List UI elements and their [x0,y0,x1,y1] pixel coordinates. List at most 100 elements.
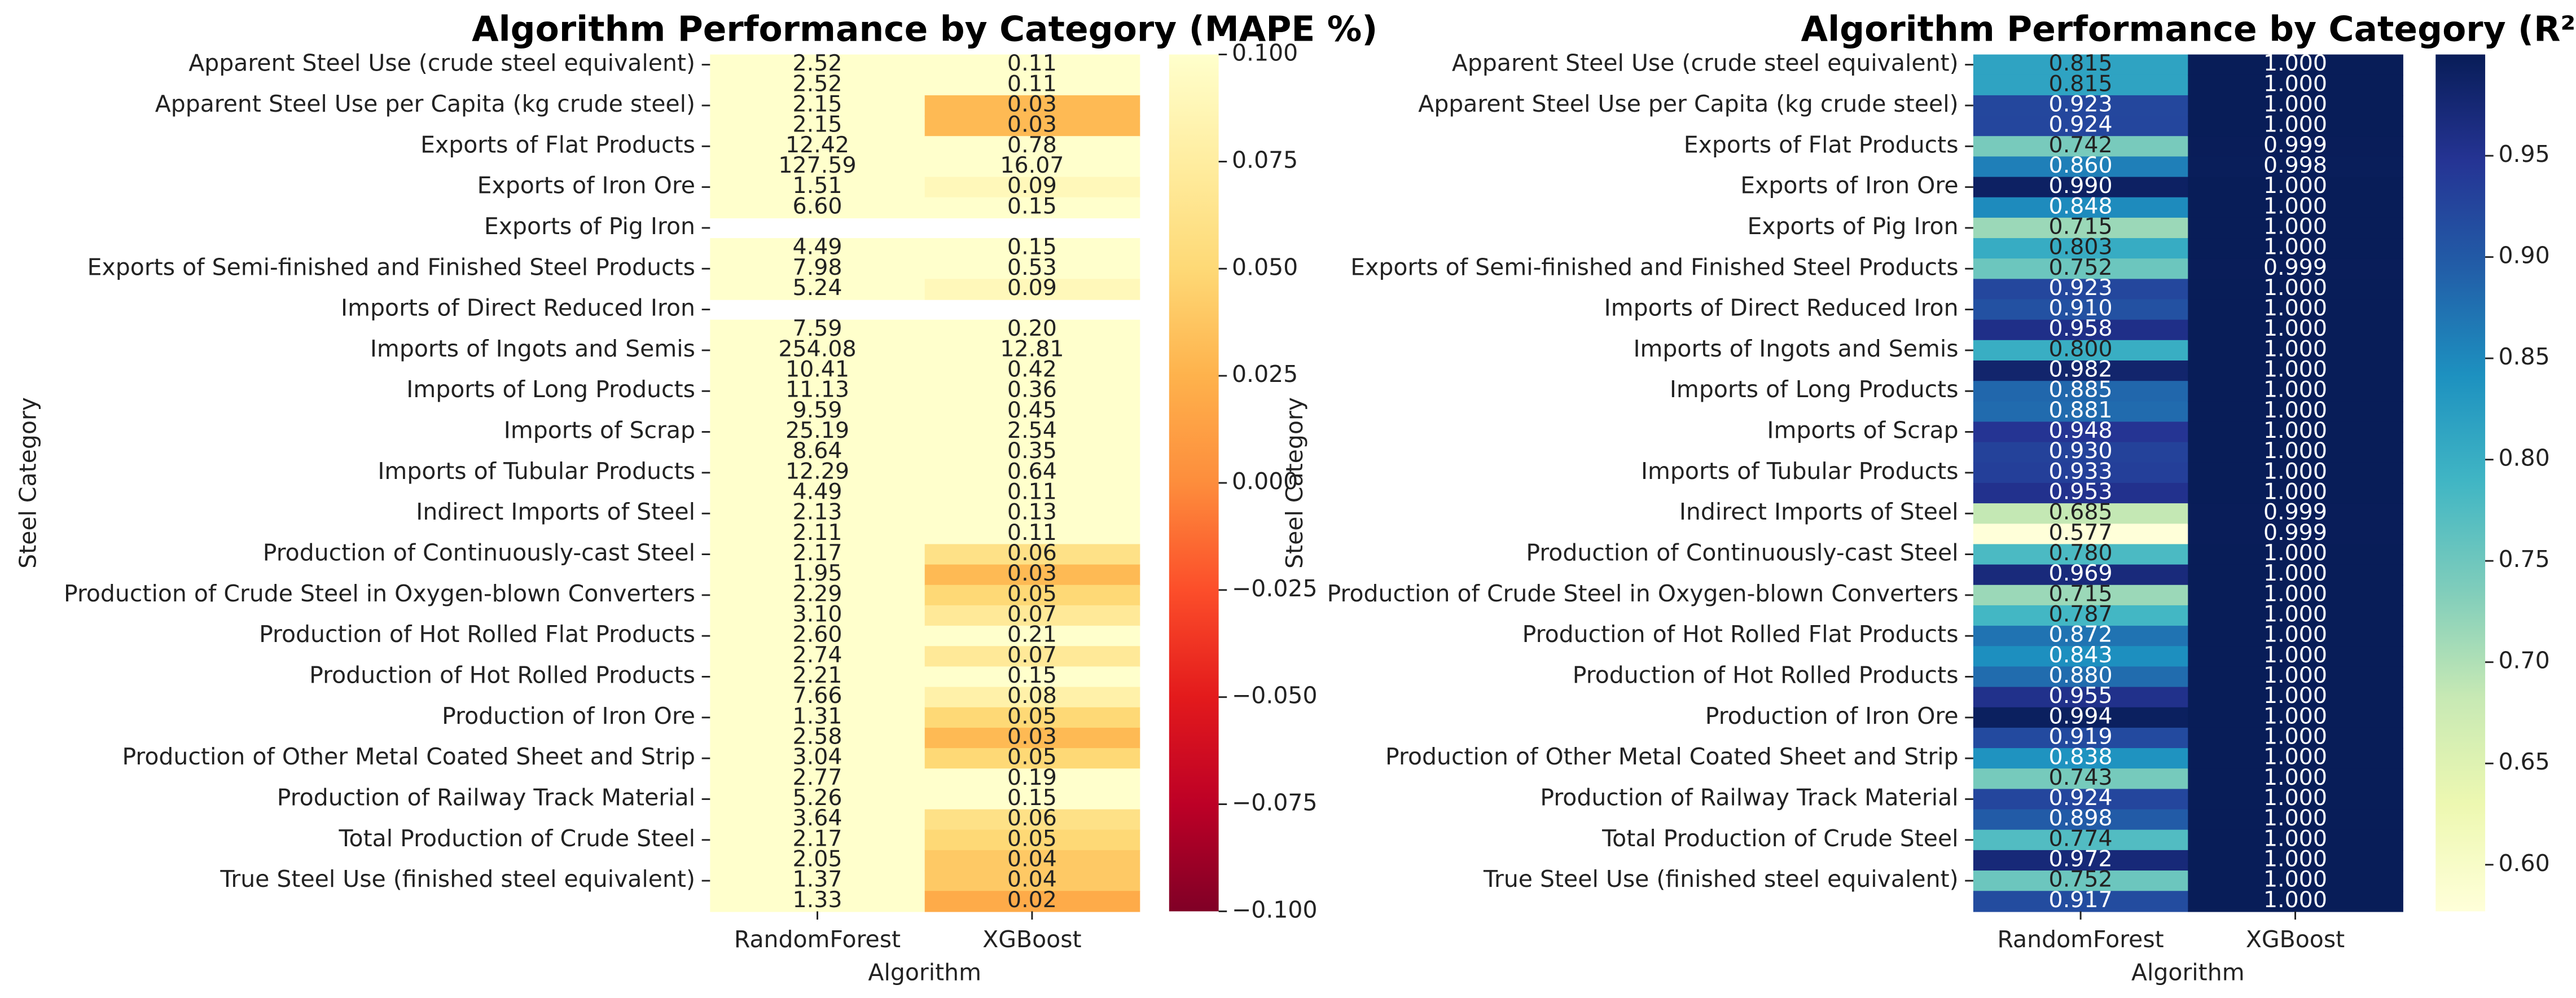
heatmap-cell [924,687,1140,708]
cell-label: 0.11 [1007,520,1057,546]
heatmap-cell [710,666,925,688]
heatmap-cell [2188,156,2403,178]
y-tick-label: Exports of Flat Products [420,131,695,158]
cell-label: 0.42 [1007,357,1057,383]
heatmap-cell [924,850,1140,872]
heatmap-cell [1973,360,2189,382]
heatmap-cell [1973,74,2189,96]
cell-label: 2.77 [793,764,842,790]
heatmap-cell [2188,748,2403,770]
heatmap-cell [924,116,1140,137]
colorbar-tick-label: 0.70 [2498,647,2549,674]
heatmap-cell [710,238,925,260]
heatmap-cell [710,544,925,565]
colorbar-tick-label: 0.90 [2498,242,2549,269]
chart-title: Algorithm Performance by Category (MAPE … [472,10,1377,50]
heatmap-cell [710,462,925,484]
heatmap-cell [1973,177,2189,198]
heatmap-cell [1973,442,2189,463]
cell-label: 1.51 [793,173,842,199]
cell-label: 0.45 [1007,397,1057,423]
heatmap-cell [1973,544,2189,565]
y-tick-label: Apparent Steel Use (crude steel equivale… [1452,50,1959,77]
y-tick-label: Imports of Direct Reduced Iron [341,294,695,322]
cell-label: 0.715 [2049,213,2113,239]
heatmap-cell [2188,319,2403,341]
heatmap-cell [2188,524,2403,545]
cell-label: 12.42 [785,132,849,158]
heatmap-cell [2188,789,2403,810]
heatmap-cell [924,584,1140,606]
cell-label: 0.577 [2049,520,2113,546]
cell-label: 0.930 [2049,438,2113,464]
heatmap-cell [924,891,1140,912]
heatmap-cell [2188,74,2403,96]
heatmap-cell [710,482,925,504]
heatmap-cell [710,197,925,219]
cell-label: 1.000 [2263,397,2327,423]
cell-label: 0.04 [1007,867,1057,893]
cell-label: 2.15 [793,91,842,117]
cell-label: 0.972 [2049,846,2113,872]
cell-label: 0.11 [1007,50,1057,76]
cell-label: 0.780 [2049,540,2113,566]
cell-label: 0.05 [1007,703,1057,729]
cell-label: 1.37 [793,867,842,893]
cell-label: 2.60 [793,622,842,648]
heatmap-cell [710,421,925,443]
cell-label: 2.17 [793,540,842,566]
cell-label: 7.66 [793,683,842,709]
heatmap-cell [924,605,1140,627]
colorbar-tick-label: 0.75 [2498,546,2549,573]
cell-label: 0.800 [2049,336,2113,362]
y-tick-label: Imports of Long Products [1670,376,1959,403]
cell-label: 0.752 [2049,254,2113,280]
cell-label: 0.03 [1007,112,1057,138]
heatmap-cell [710,95,925,117]
heatmap-cell [710,503,925,525]
cell-label: 9.59 [793,397,842,423]
y-tick-label: Indirect Imports of Steel [416,498,695,525]
cell-label: 1.000 [2263,887,2327,913]
cell-label: 1.000 [2263,91,2327,117]
heatmap-cell [1973,421,2189,443]
cell-label: 1.000 [2263,805,2327,831]
heatmap-cell [1973,748,2189,770]
heatmap-cell [710,850,925,872]
cell-label: 0.08 [1007,683,1057,709]
cell-label: 3.64 [793,805,842,831]
heatmap-cell [2188,626,2403,647]
y-tick-label: Production of Continuously-cast Steel [1526,539,1958,566]
cell-label: 0.20 [1007,315,1057,341]
cell-label: 6.60 [793,193,842,219]
heatmap-cell [924,524,1140,545]
heatmap-cell [2188,95,2403,117]
x-tick-label: RandomForest [734,926,901,953]
cell-label: 0.743 [2049,764,2113,790]
cell-label: 0.969 [2049,560,2113,586]
heatmap-cell [710,809,925,830]
y-tick-label: Production of Crude Steel in Oxygen-blow… [1327,580,1959,607]
cell-label: 0.774 [2049,825,2113,851]
colorbar-tick-label: −0.100 [1232,896,1318,923]
cell-label: 0.15 [1007,785,1057,811]
cell-label: 0.03 [1007,723,1057,749]
cell-label: 0.36 [1007,377,1057,403]
heatmap-cell [924,421,1140,443]
y-tick-label: Production of Hot Rolled Flat Products [1522,621,1959,648]
cell-label: 1.000 [2263,723,2327,749]
y-tick-label: Exports of Pig Iron [484,213,695,240]
heatmap-cell [924,462,1140,484]
cell-label: 0.982 [2049,357,2113,383]
heatmap-cell [710,74,925,96]
cell-label: 4.49 [793,234,842,260]
cell-label: 2.11 [793,520,842,546]
heatmap-cell [924,136,1140,157]
colorbar-tick-label: 0.60 [2498,850,2549,877]
heatmap-cell [1973,197,2189,219]
heatmap-cell [2188,605,2403,627]
cell-label: 0.64 [1007,458,1057,484]
colorbar-tick-label: 0.85 [2498,343,2549,370]
cell-label: 0.53 [1007,254,1057,280]
cell-label: 1.000 [2263,438,2327,464]
